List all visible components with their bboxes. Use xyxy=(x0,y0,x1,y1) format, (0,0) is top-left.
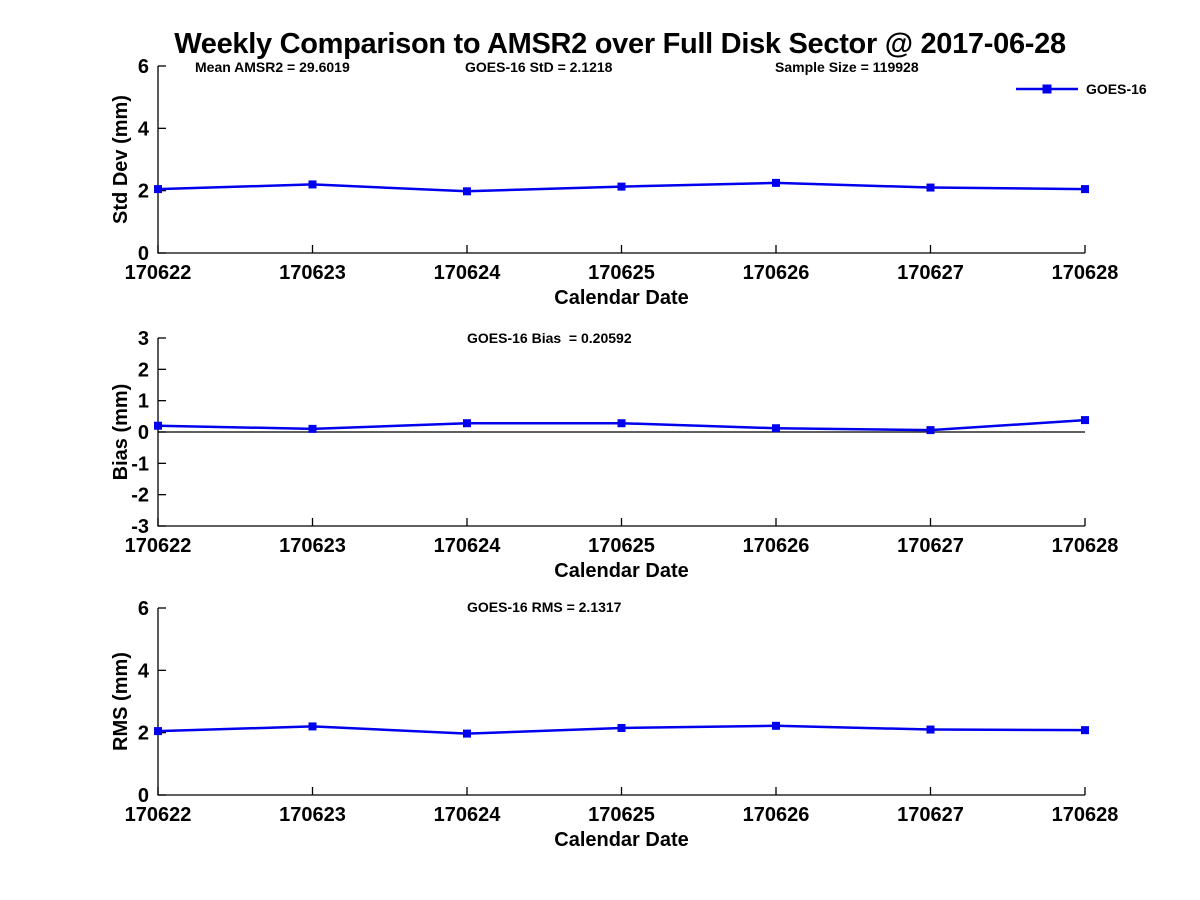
x-tick-label: 170625 xyxy=(588,804,655,826)
subplot-bias: -3 -2 -1 0 1 2 3 170622 170623 170624 170625 170626… xyxy=(110,328,1118,582)
x-tick-label: 170624 xyxy=(434,262,502,284)
axes-line xyxy=(157,66,1085,254)
x-tick-label: 170623 xyxy=(279,262,346,284)
x-axis-title: Calendar Date xyxy=(554,560,689,582)
x-tick-label: 170622 xyxy=(125,262,192,284)
data-point xyxy=(772,424,780,433)
data-point xyxy=(617,723,626,732)
data-point xyxy=(154,727,162,736)
x-axis-title: Calendar Date xyxy=(554,829,689,851)
y-tick-label: 6 xyxy=(138,598,149,620)
data-point xyxy=(463,419,471,428)
x-tick-label: 170627 xyxy=(897,535,964,557)
x-tick-label: 170625 xyxy=(588,262,655,284)
annotation-mean-amsr2: Mean AMSR2 = 29.6019 xyxy=(195,59,350,75)
annotation-goes16-std: GOES-16 StD = 2.1218 xyxy=(465,59,613,75)
y-tick-label: 6 xyxy=(138,56,149,78)
y-tick-label: 2 xyxy=(138,359,149,381)
x-tick-label: 170624 xyxy=(434,535,502,557)
x-tick-label: 170628 xyxy=(1052,262,1119,284)
y-tick-label: -2 xyxy=(131,485,149,507)
legend: GOES-16 xyxy=(1016,82,1147,96)
y-axis-title: Bias (mm) xyxy=(110,384,132,481)
x-tick-label: 170624 xyxy=(434,804,502,826)
data-point xyxy=(926,426,935,435)
x-tick-label: 170626 xyxy=(743,535,810,557)
y-tick-label: 2 xyxy=(138,181,149,203)
axes-line xyxy=(157,608,1085,796)
legend-line-marker-icon xyxy=(1016,84,1078,94)
data-point xyxy=(1081,726,1089,735)
y-tick-label: -1 xyxy=(131,453,149,475)
y-axis-title: RMS (mm) xyxy=(110,652,132,751)
x-tick-label: 170628 xyxy=(1052,804,1119,826)
annotation-goes16-bias: GOES-16 Bias = 0.20592 xyxy=(467,330,632,346)
legend-series-label: GOES-16 xyxy=(1086,81,1147,97)
y-tick-label: 0 xyxy=(138,422,149,444)
data-point xyxy=(463,729,471,738)
data-point xyxy=(154,421,162,430)
data-point xyxy=(772,721,780,730)
x-tick-label: 170626 xyxy=(743,804,810,826)
data-point xyxy=(617,182,626,191)
data-point xyxy=(926,183,935,192)
y-axis-title: Std Dev (mm) xyxy=(110,95,132,224)
data-point xyxy=(617,419,626,428)
data-point xyxy=(1081,416,1089,425)
x-tick-label: 170622 xyxy=(125,804,192,826)
data-point xyxy=(308,722,317,731)
y-tick-label: 1 xyxy=(138,391,149,413)
x-tick-label: 170628 xyxy=(1052,535,1119,557)
y-tick-label: 0 xyxy=(138,243,149,265)
x-tick-label: 170627 xyxy=(897,262,964,284)
y-tick-label: 4 xyxy=(138,118,150,140)
subplot-std-dev: 0 2 4 6 170622 170623 170624 170625 170626 170627… xyxy=(110,56,1118,309)
y-tick-label: 2 xyxy=(138,723,149,745)
data-point xyxy=(308,424,317,433)
data-point xyxy=(308,180,317,189)
x-tick-label: 170625 xyxy=(588,535,655,557)
annotation-goes16-rms: GOES-16 RMS = 2.1317 xyxy=(467,599,622,615)
subplot-rms: 0 2 4 6 170622 170623 170624 170625 170626 170627… xyxy=(110,598,1118,851)
y-tick-label: -3 xyxy=(131,516,149,538)
y-tick-label: 0 xyxy=(138,785,149,807)
data-point xyxy=(926,725,935,734)
x-tick-label: 170623 xyxy=(279,535,346,557)
x-tick-label: 170622 xyxy=(125,535,192,557)
y-tick-label: 4 xyxy=(138,660,150,682)
data-point xyxy=(772,178,780,187)
x-tick-label: 170627 xyxy=(897,804,964,826)
y-tick-label: 3 xyxy=(138,328,149,350)
chart-title: Weekly Comparison to AMSR2 over Full Dis… xyxy=(174,28,1066,60)
x-tick-label: 170626 xyxy=(743,262,810,284)
data-point xyxy=(463,187,471,196)
annotation-sample-size: Sample Size = 119928 xyxy=(775,59,919,75)
x-tick-label: 170623 xyxy=(279,804,346,826)
data-point xyxy=(1081,185,1089,194)
x-axis-title: Calendar Date xyxy=(554,287,689,309)
data-point xyxy=(154,185,162,194)
